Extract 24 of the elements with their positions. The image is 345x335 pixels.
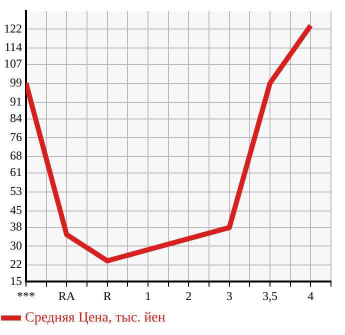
x-tick-label: 3,5: [262, 288, 278, 303]
y-tick-label: 107: [4, 56, 22, 71]
y-tick-label: 68: [10, 148, 22, 163]
legend-label: Средняя Цена, тыс. йен: [25, 310, 166, 326]
y-tick-label: 99: [10, 76, 22, 90]
y-tick-label: 45: [10, 202, 22, 217]
y-tick-label: 22: [10, 257, 22, 272]
x-tick-label: R: [103, 288, 112, 303]
x-tick-label: 2: [186, 288, 192, 303]
x-tick-label: RA: [58, 288, 76, 303]
y-tick-label: 30: [10, 238, 22, 252]
y-tick-label: 15: [10, 274, 22, 288]
x-tick-label: 1: [145, 288, 151, 303]
y-tick-label: 91: [10, 94, 22, 108]
x-tick-label: 4: [308, 288, 314, 303]
y-tick-label: 84: [10, 110, 22, 125]
x-tick-label: ***: [17, 288, 35, 303]
y-tick-label: 53: [10, 184, 22, 198]
y-tick-label: 61: [10, 165, 22, 180]
y-tick-label: 76: [10, 130, 22, 144]
x-tick-label: 3: [226, 288, 232, 303]
y-tick-label: 38: [10, 219, 22, 234]
y-tick-label: 114: [4, 40, 22, 54]
y-tick-label: 122: [4, 21, 22, 36]
